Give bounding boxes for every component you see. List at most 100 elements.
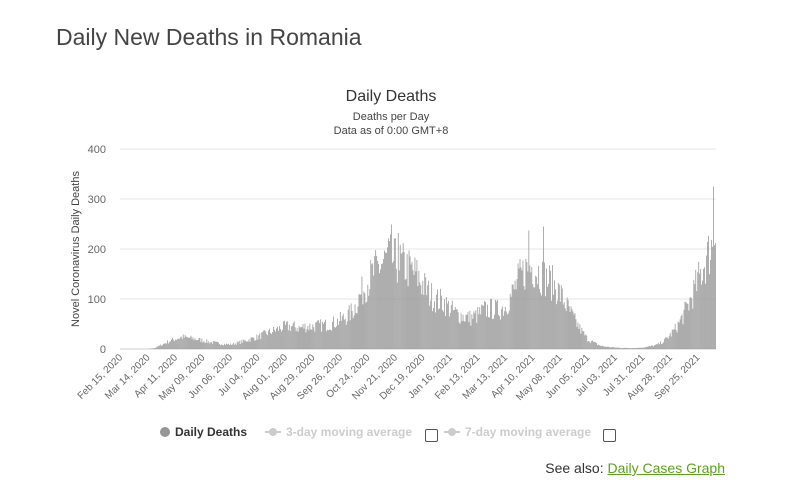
bar xyxy=(435,312,436,349)
bar xyxy=(336,326,337,349)
bar xyxy=(581,327,583,349)
bar xyxy=(512,284,514,349)
bar xyxy=(385,252,386,349)
legend-item-3-day-average[interactable]: 3-day moving average xyxy=(265,425,412,439)
bar xyxy=(348,305,350,349)
bar xyxy=(411,261,413,349)
toggle-3-day-average-checkbox[interactable] xyxy=(425,429,438,442)
bar xyxy=(406,253,408,349)
bar xyxy=(188,337,190,349)
bar xyxy=(384,250,385,349)
bar xyxy=(456,309,458,349)
bar xyxy=(414,257,416,349)
bar xyxy=(154,348,156,349)
daily-cases-graph-link[interactable]: Daily Cases Graph xyxy=(607,460,726,476)
bar xyxy=(423,294,425,349)
bar xyxy=(378,263,379,349)
bar xyxy=(152,348,154,349)
bar xyxy=(243,340,245,349)
bar xyxy=(429,305,431,349)
bar xyxy=(195,339,197,349)
bar xyxy=(621,348,623,349)
y-tick-label: 300 xyxy=(88,194,106,206)
bar xyxy=(204,342,206,349)
bar xyxy=(484,301,486,349)
bar xyxy=(256,334,258,349)
bar xyxy=(391,224,392,349)
bar xyxy=(314,331,316,349)
bar xyxy=(613,347,615,349)
bar xyxy=(704,267,705,349)
bar xyxy=(418,270,420,349)
bar xyxy=(203,341,205,349)
bar xyxy=(494,314,495,349)
bar xyxy=(305,332,307,349)
bar xyxy=(338,321,340,349)
bar xyxy=(220,345,221,349)
bar xyxy=(329,329,330,349)
bar xyxy=(247,341,249,349)
bar xyxy=(578,329,580,349)
bar xyxy=(161,345,163,349)
bar xyxy=(334,327,335,349)
bar xyxy=(612,346,614,349)
bar xyxy=(496,301,497,349)
bar xyxy=(358,294,360,349)
bar xyxy=(428,280,430,349)
bar xyxy=(594,341,596,349)
bar xyxy=(217,341,218,349)
bar xyxy=(529,265,531,349)
bar xyxy=(655,344,656,349)
bar xyxy=(515,289,517,349)
bar xyxy=(259,333,261,349)
bar xyxy=(566,297,568,349)
bar xyxy=(585,334,587,349)
toggle-7-day-average-checkbox[interactable] xyxy=(603,429,616,442)
bar xyxy=(298,326,300,349)
bar xyxy=(202,342,204,349)
bar xyxy=(163,343,164,349)
bar xyxy=(180,336,182,349)
bar xyxy=(306,329,308,349)
bar xyxy=(396,282,398,349)
bar xyxy=(650,346,651,349)
bar xyxy=(166,343,167,349)
bar xyxy=(601,345,602,349)
bar xyxy=(388,238,389,349)
legend-item-7-day-average[interactable]: 7-day moving average xyxy=(444,425,591,439)
bar xyxy=(310,329,312,349)
bar xyxy=(288,324,290,349)
bar xyxy=(238,340,240,349)
bar xyxy=(554,289,556,349)
bar xyxy=(389,241,390,349)
bar xyxy=(673,329,675,349)
bar xyxy=(370,260,372,349)
bar xyxy=(538,266,540,349)
bar xyxy=(432,311,434,349)
bar xyxy=(690,297,692,349)
bar xyxy=(561,288,563,349)
bar xyxy=(535,275,537,349)
bar xyxy=(344,318,346,349)
bar xyxy=(318,320,320,349)
bar xyxy=(706,255,707,349)
bar xyxy=(412,270,414,349)
bar xyxy=(350,303,352,349)
legend-item-daily-deaths[interactable]: Daily Deaths xyxy=(160,425,247,439)
bar xyxy=(692,308,694,349)
y-axis-ticks: 0 100 200 300 400 xyxy=(88,144,106,356)
bar xyxy=(446,303,448,349)
bar xyxy=(476,322,478,349)
bar xyxy=(652,345,653,349)
bar xyxy=(394,238,396,349)
bar xyxy=(667,338,669,349)
legend-marker-dot xyxy=(160,427,170,437)
bar xyxy=(598,344,599,349)
bar xyxy=(517,263,519,349)
bar xyxy=(291,325,293,349)
bar xyxy=(675,330,677,349)
bar xyxy=(156,347,158,349)
bar xyxy=(528,230,530,349)
bar xyxy=(320,319,322,349)
bar xyxy=(715,243,716,349)
